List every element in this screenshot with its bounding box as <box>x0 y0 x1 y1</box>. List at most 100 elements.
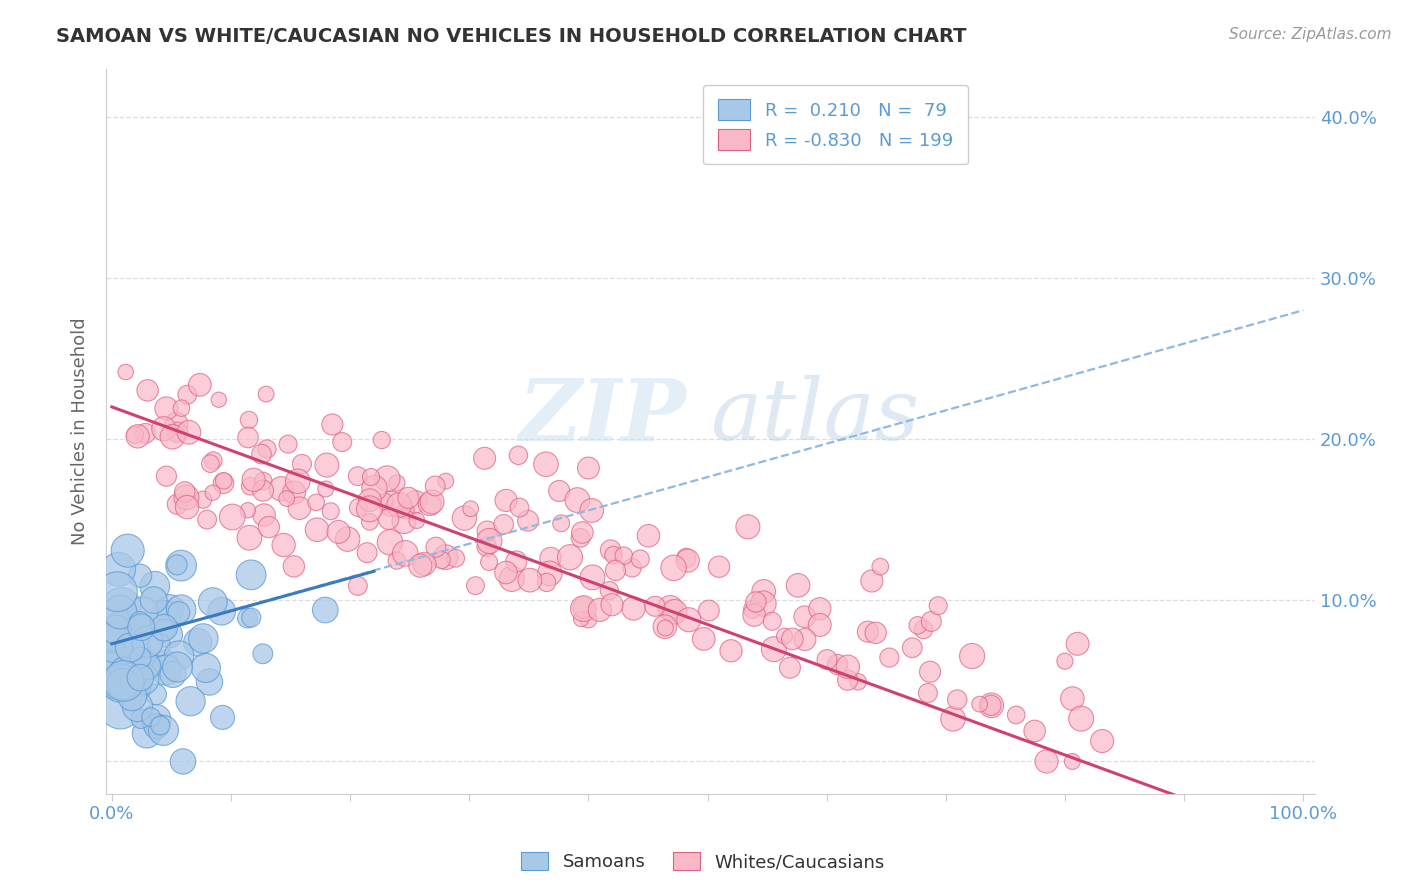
Point <box>242 473 264 487</box>
Point <box>519 573 541 587</box>
Point <box>105 623 128 637</box>
Point <box>659 601 682 615</box>
Point <box>793 609 815 624</box>
Point <box>124 428 146 442</box>
Point <box>378 535 401 549</box>
Point <box>942 712 965 726</box>
Point <box>142 593 165 607</box>
Point <box>475 540 498 554</box>
Point <box>283 559 305 574</box>
Point <box>347 500 370 515</box>
Point <box>152 723 174 738</box>
Point <box>419 497 441 511</box>
Point <box>550 516 572 531</box>
Text: Source: ZipAtlas.com: Source: ZipAtlas.com <box>1229 27 1392 42</box>
Point <box>330 435 353 450</box>
Point <box>572 600 595 615</box>
Point <box>134 426 156 441</box>
Point <box>315 458 337 472</box>
Point <box>155 608 177 623</box>
Text: atlas: atlas <box>710 376 920 458</box>
Point <box>283 485 305 500</box>
Point <box>202 453 225 467</box>
Point <box>865 625 887 640</box>
Point <box>176 500 198 514</box>
Point <box>176 490 198 504</box>
Text: ZIP: ZIP <box>519 375 686 458</box>
Point <box>238 531 260 545</box>
Point <box>125 676 148 690</box>
Point <box>153 422 176 436</box>
Point <box>103 636 125 650</box>
Point <box>201 595 224 609</box>
Point <box>534 457 557 471</box>
Point <box>114 365 136 379</box>
Point <box>1005 708 1028 723</box>
Point <box>693 632 716 646</box>
Point <box>132 605 155 619</box>
Point <box>569 612 592 626</box>
Point <box>177 425 200 440</box>
Point <box>637 529 659 543</box>
Point <box>314 603 336 617</box>
Point <box>745 595 768 609</box>
Point <box>252 647 274 661</box>
Point <box>359 501 381 516</box>
Point <box>406 514 429 528</box>
Point <box>129 712 152 726</box>
Point <box>159 602 181 616</box>
Point <box>211 710 233 724</box>
Point <box>517 514 540 528</box>
Point <box>359 515 381 529</box>
Point <box>901 640 924 655</box>
Point <box>420 495 443 509</box>
Point <box>135 658 157 673</box>
Point <box>392 515 415 529</box>
Point <box>252 474 274 488</box>
Point <box>664 605 686 619</box>
Point <box>252 483 274 498</box>
Point <box>135 726 157 740</box>
Point <box>946 692 969 706</box>
Point <box>270 482 292 496</box>
Point <box>394 546 416 560</box>
Point <box>363 481 385 495</box>
Point <box>138 656 160 670</box>
Point <box>742 607 765 622</box>
Point <box>676 554 699 568</box>
Point <box>628 552 651 566</box>
Point <box>254 387 277 401</box>
Point <box>336 532 359 546</box>
Point <box>111 677 134 691</box>
Point <box>453 511 475 525</box>
Point <box>360 470 382 484</box>
Point <box>198 675 221 690</box>
Point <box>434 550 457 565</box>
Point <box>112 673 135 688</box>
Point <box>536 575 558 590</box>
Point <box>273 538 295 552</box>
Point <box>623 601 645 615</box>
Point <box>654 620 676 634</box>
Point <box>101 677 124 691</box>
Point <box>127 429 149 443</box>
Point <box>927 599 949 613</box>
Point <box>837 673 859 687</box>
Point <box>307 523 329 537</box>
Point <box>155 469 177 483</box>
Point <box>621 561 644 575</box>
Point <box>253 508 276 522</box>
Point <box>508 448 530 462</box>
Point <box>752 584 775 599</box>
Point <box>385 475 408 490</box>
Point <box>846 674 869 689</box>
Point <box>793 632 815 647</box>
Point <box>139 710 162 724</box>
Point <box>162 667 184 681</box>
Point <box>127 640 149 654</box>
Point <box>107 584 129 599</box>
Point <box>276 491 298 506</box>
Point <box>288 501 311 516</box>
Point <box>127 681 149 696</box>
Point <box>599 543 621 558</box>
